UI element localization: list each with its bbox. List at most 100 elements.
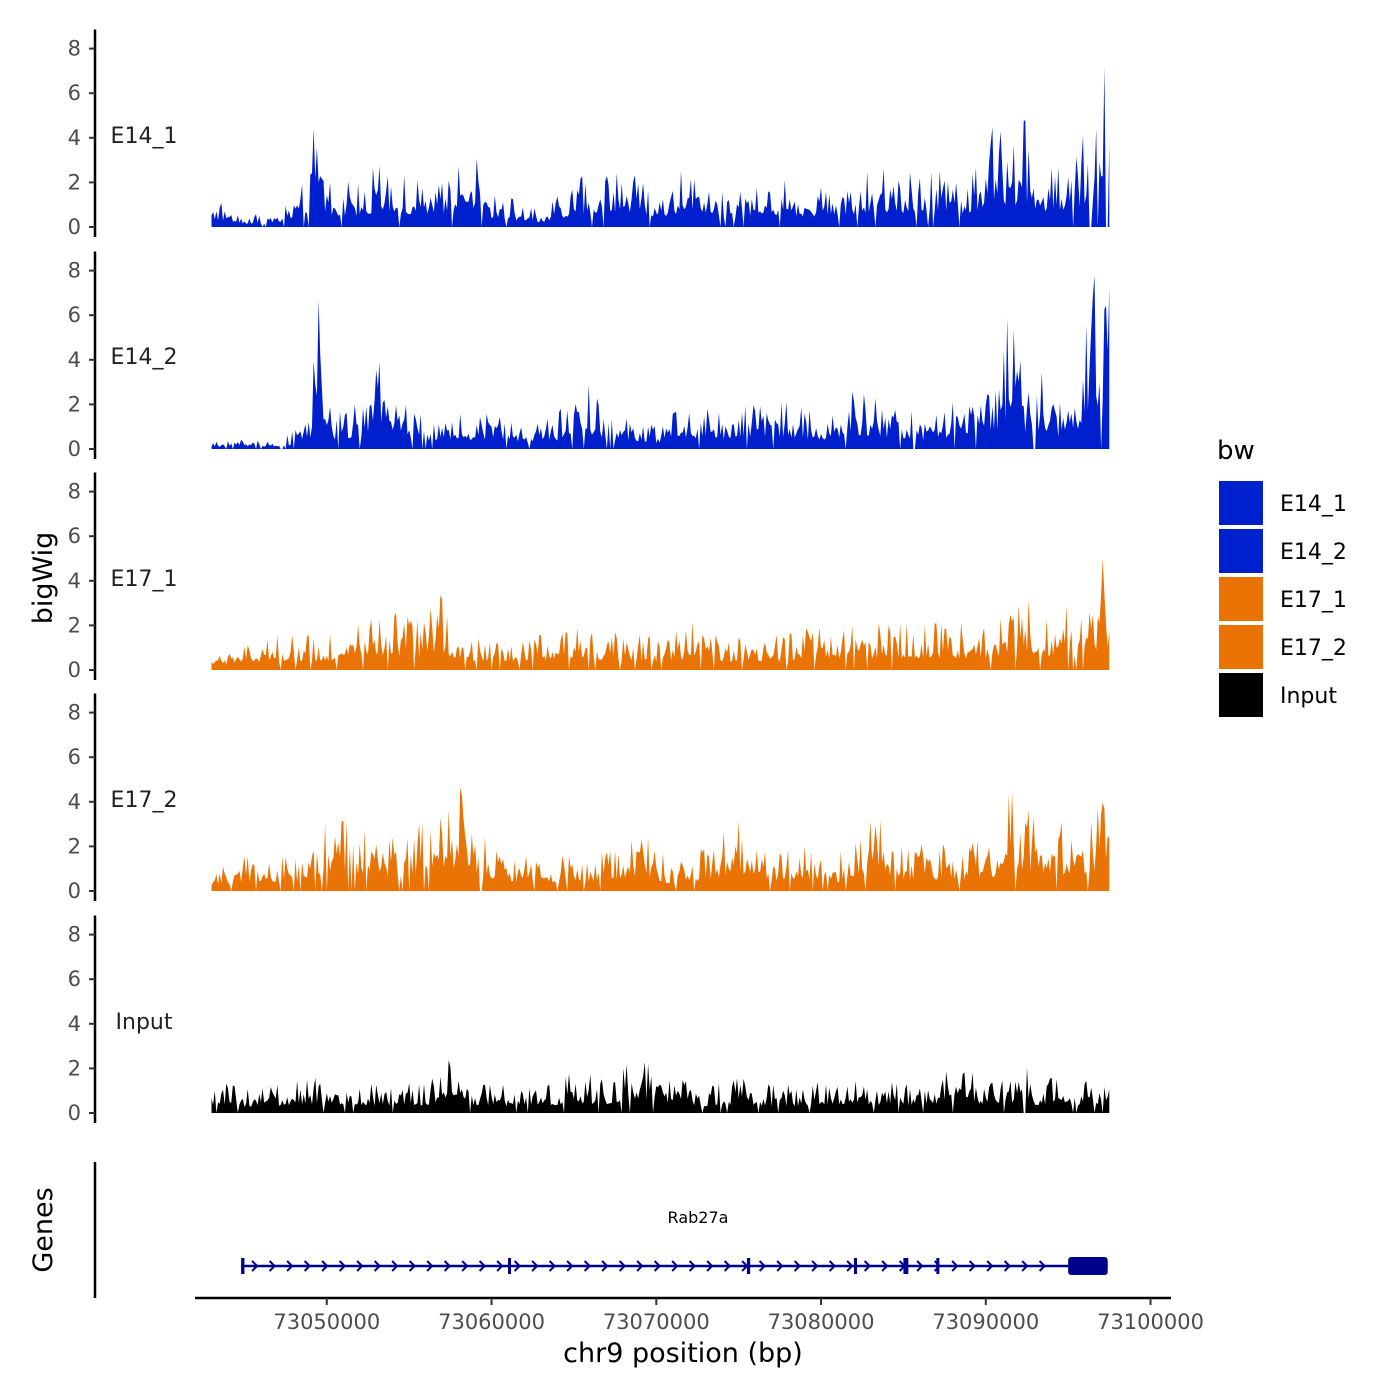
- x-tick-label: 73050000: [273, 1310, 380, 1334]
- y-tick-label: 8: [68, 923, 81, 947]
- legend-label-e17_1: E17_1: [1280, 588, 1347, 613]
- gene-exon: [903, 1258, 909, 1274]
- gene-model: [241, 1257, 1108, 1275]
- y-tick-label: 6: [68, 303, 81, 327]
- track-e14_2: 0 2 4 6 8 E14_2: [68, 251, 1110, 461]
- y-tick-label: 0: [68, 215, 81, 239]
- legend-items: E14_1 E14_2 E17_1 E17_2 Input: [1217, 479, 1347, 719]
- gene-exon: [853, 1258, 857, 1274]
- strand-arrow: [618, 1260, 627, 1272]
- legend-swatch-e14_1: [1217, 479, 1265, 527]
- legend-swatch-e17_2: [1217, 623, 1265, 671]
- y-tick-label: 4: [68, 126, 81, 150]
- y-tick-label: 6: [68, 745, 81, 769]
- y-tick-label: 2: [68, 392, 81, 416]
- y-tick-label: 6: [68, 81, 81, 105]
- y-tick-label: 4: [68, 348, 81, 372]
- x-axis: 73050000 73060000 73070000 73080000 73090000…: [195, 1296, 1204, 1369]
- strand-arrow: [828, 1260, 837, 1272]
- strand-arrow: [251, 1260, 259, 1272]
- strand-arrow: [758, 1260, 767, 1272]
- x-axis-ticks: 73050000 73060000 73070000 73080000 73090000…: [273, 1298, 1204, 1334]
- gene-exon: [936, 1258, 940, 1274]
- strand-arrow: [1003, 1260, 1012, 1272]
- strand-arrow: [373, 1260, 382, 1272]
- y-tick-label: 0: [68, 1101, 81, 1125]
- track-panels: 0 2 4 6 8 E14_1 0 2 4 6 8 E14_2 0 2 4 6 8 E17_1 0 2 4 6 8 E17_2…: [68, 29, 1110, 1125]
- gene-name-label: Rab27a: [668, 1208, 729, 1227]
- strand-arrow: [513, 1260, 522, 1272]
- track-e17_2: 0 2 4 6 8 E17_2: [68, 693, 1110, 903]
- legend-label-e14_2: E14_2: [1280, 540, 1347, 565]
- y-tick-label: 0: [68, 437, 81, 461]
- strand-arrow: [356, 1260, 364, 1272]
- strand-arrow: [461, 1260, 469, 1272]
- coverage-area-e17_1: [211, 558, 1110, 670]
- gene-exon: [1068, 1257, 1108, 1275]
- y-tick-label: 8: [68, 701, 81, 725]
- x-axis-title: chr9 position (bp): [563, 1338, 803, 1369]
- track-label: Input: [116, 1010, 173, 1035]
- coverage-area-e14_1: [211, 66, 1110, 227]
- coverage-area-e14_2: [211, 275, 1110, 449]
- strand-arrow: [636, 1260, 644, 1272]
- strand-arrow: [321, 1260, 329, 1272]
- strand-arrow: [303, 1260, 312, 1272]
- strand-arrow: [951, 1260, 959, 1272]
- track-e14_1: 0 2 4 6 8 E14_1: [68, 29, 1110, 239]
- strand-arrow: [426, 1260, 434, 1272]
- legend-label-e14_1: E14_1: [1280, 492, 1347, 517]
- track-label: E17_2: [111, 788, 178, 813]
- strand-arrow: [1038, 1260, 1047, 1272]
- legend-title: bw: [1217, 436, 1255, 466]
- strand-arrow: [776, 1260, 784, 1272]
- x-tick-label: 73090000: [932, 1310, 1039, 1334]
- track-e17_1: 0 2 4 6 8 E17_1: [68, 472, 1110, 682]
- strand-arrow: [408, 1260, 417, 1272]
- legend-swatch-e17_1: [1217, 575, 1265, 623]
- legend-swatch-input: [1217, 671, 1265, 719]
- y-tick-label: 8: [68, 37, 81, 61]
- strand-arrow: [601, 1260, 609, 1272]
- strand-arrow: [933, 1260, 942, 1272]
- track-label: E14_1: [111, 124, 178, 149]
- strand-arrow: [1021, 1260, 1029, 1272]
- strand-arrow: [583, 1260, 592, 1272]
- y-tick-label: 8: [68, 259, 81, 283]
- gene-panel: Genes Rab27a: [28, 1162, 1108, 1298]
- y-tick-label: 4: [68, 1012, 81, 1036]
- strand-arrow: [286, 1260, 294, 1272]
- gene-exon: [746, 1258, 751, 1274]
- strand-arrow: [566, 1260, 574, 1272]
- legend-label-input: Input: [1280, 684, 1337, 709]
- coverage-area-e17_2: [211, 787, 1110, 891]
- y-tick-label: 6: [68, 524, 81, 548]
- y-tick-label: 2: [68, 1056, 81, 1080]
- y-tick-label: 4: [68, 790, 81, 814]
- strand-arrow: [863, 1260, 872, 1272]
- legend-swatch-e14_2: [1217, 527, 1265, 575]
- x-tick-label: 73100000: [1097, 1310, 1204, 1334]
- y-tick-label: 6: [68, 967, 81, 991]
- strand-arrow: [881, 1260, 889, 1272]
- gene-exon: [241, 1258, 245, 1274]
- track-label: E17_1: [111, 567, 178, 592]
- strand-arrow: [968, 1260, 977, 1272]
- strand-arrow: [916, 1260, 924, 1272]
- y-axis-title: bigWig: [28, 532, 59, 625]
- strand-arrow: [653, 1260, 662, 1272]
- strand-arrow: [688, 1260, 697, 1272]
- strand-arrow: [811, 1260, 819, 1272]
- strand-arrow: [478, 1260, 487, 1272]
- legend: bw E14_1 E14_2 E17_1 E17_2 Input: [1217, 436, 1347, 719]
- strand-arrow: [723, 1260, 732, 1272]
- strand-arrow: [793, 1260, 802, 1272]
- y-tick-label: 8: [68, 480, 81, 504]
- coverage-area-input: [211, 1060, 1110, 1113]
- strand-arrow: [846, 1260, 854, 1272]
- strand-arrow: [496, 1260, 504, 1272]
- x-tick-label: 73060000: [438, 1310, 545, 1334]
- legend-label-e17_2: E17_2: [1280, 636, 1347, 661]
- y-tick-label: 2: [68, 170, 81, 194]
